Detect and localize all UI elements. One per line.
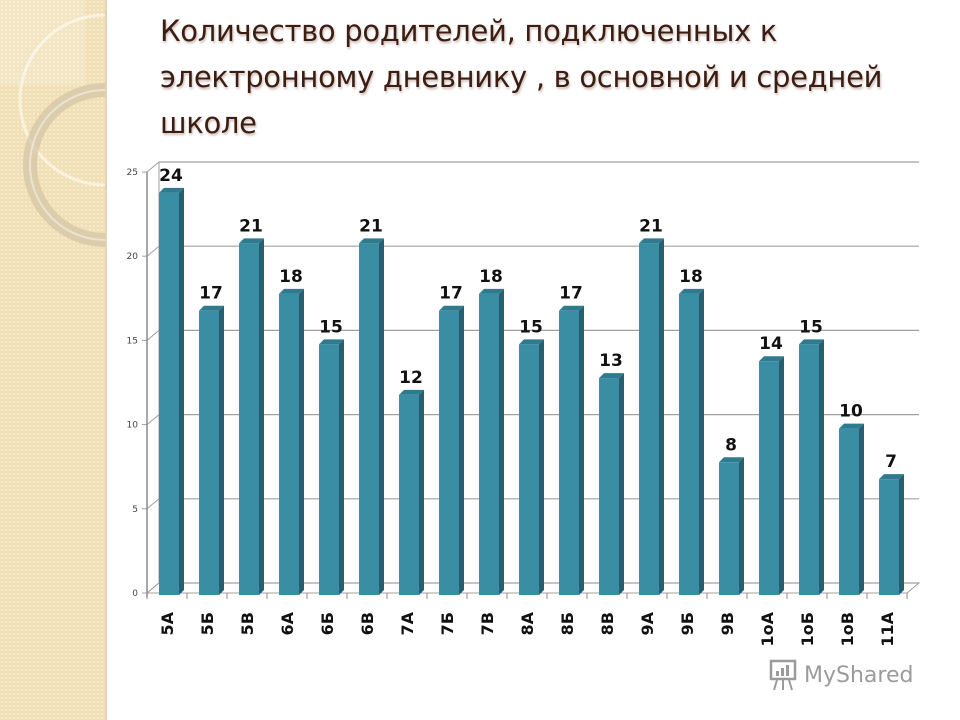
bar-7Б <box>439 305 464 595</box>
y-tick-label: 20 <box>127 252 139 262</box>
x-category-label: 8А <box>518 611 537 635</box>
x-category-label: 5В <box>238 612 257 635</box>
x-category-label: 9Б <box>678 612 697 635</box>
data-label: 18 <box>479 267 503 287</box>
data-label: 14 <box>759 334 783 354</box>
data-label: 15 <box>799 317 823 337</box>
decorative-circles-icon <box>0 0 105 247</box>
data-label: 21 <box>239 216 263 236</box>
data-label: 17 <box>559 284 583 304</box>
data-label: 15 <box>519 317 543 337</box>
x-category-label: 6А <box>278 611 297 635</box>
y-tick-label: 15 <box>127 336 138 346</box>
data-label: 13 <box>599 351 623 371</box>
gridline-depth <box>146 330 160 341</box>
bar-9В <box>719 457 744 595</box>
data-label: 10 <box>839 402 863 422</box>
bar-8Б <box>559 305 584 595</box>
data-label: 12 <box>399 368 423 388</box>
data-label: 18 <box>679 267 703 287</box>
x-category-label: 6В <box>358 612 377 635</box>
bar-8А <box>519 339 544 595</box>
data-label: 17 <box>199 284 223 304</box>
slide-title: Количество родителей, подключенных к эле… <box>160 14 883 140</box>
gridline-depth <box>146 161 160 173</box>
x-category-label: 1оБ <box>798 612 817 646</box>
y-tick-label: 10 <box>127 421 139 431</box>
data-label: 17 <box>439 284 463 304</box>
gridline-depth <box>146 245 160 257</box>
watermark: MyShared <box>768 657 913 693</box>
y-tick-label: 5 <box>132 505 138 515</box>
gridline-depth <box>146 498 160 510</box>
presentation-board-icon <box>769 659 797 691</box>
bar-7В <box>479 288 504 595</box>
x-category-label: 1оА <box>758 611 777 646</box>
decorative-side-strip <box>0 0 107 720</box>
bar-9А <box>639 238 664 596</box>
x-category-label: 1оВ <box>838 612 857 646</box>
bar-8В <box>599 373 624 595</box>
x-category-label: 7В <box>478 612 497 635</box>
watermark-text: MyShared <box>804 662 914 688</box>
x-category-label: 7Б <box>438 612 457 635</box>
x-category-label: 7А <box>398 611 417 635</box>
x-category-label: 8Б <box>558 612 577 635</box>
data-label: 7 <box>885 452 897 472</box>
data-label: 8 <box>725 435 737 455</box>
bar-1оВ <box>839 423 864 595</box>
bar-6А <box>279 288 304 595</box>
bar-5В <box>239 238 264 596</box>
data-label: 15 <box>319 317 343 337</box>
x-category-label: 5Б <box>198 612 217 635</box>
bar-1оА <box>759 356 784 595</box>
bar-7А <box>399 389 424 595</box>
bar-6Б <box>319 339 344 595</box>
bar-1оБ <box>799 339 824 595</box>
x-category-label: 11А <box>878 611 897 646</box>
y-tick-label: 0 <box>132 589 138 599</box>
data-label: 21 <box>639 216 663 236</box>
data-label: 21 <box>359 216 383 236</box>
bar-11А <box>879 474 904 595</box>
x-category-label: 8В <box>598 612 617 635</box>
y-tick-label: 25 <box>127 168 138 178</box>
x-category-label: 9В <box>718 612 737 635</box>
bar-5Б <box>199 305 224 595</box>
bar-5А <box>159 187 184 595</box>
data-label: 24 <box>159 166 183 186</box>
x-category-label: 9А <box>638 611 657 635</box>
bar-9Б <box>679 288 704 595</box>
gridline-depth <box>146 414 160 425</box>
x-category-label: 6Б <box>318 612 337 635</box>
data-label: 18 <box>279 267 303 287</box>
x-category-label: 5А <box>158 611 177 635</box>
bar-6В <box>359 238 384 596</box>
